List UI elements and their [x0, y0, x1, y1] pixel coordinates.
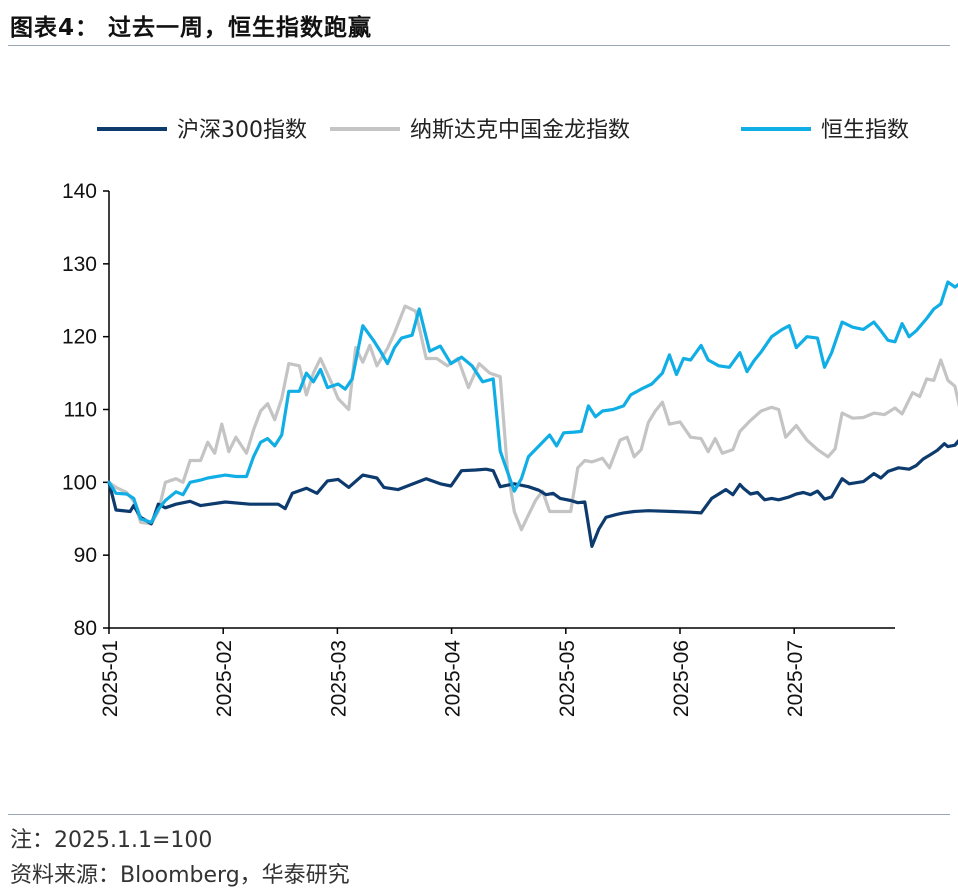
x-tick-label: 2025-06 [670, 640, 693, 717]
y-tick-label: 100 [62, 471, 97, 494]
y-axis: 140 130 120 110 100 90 80 [62, 180, 110, 640]
x-tick-label: 2025-03 [327, 640, 350, 717]
x-tick-label: 2025-04 [442, 640, 465, 717]
y-tick-label: 130 [62, 253, 97, 276]
y-tick-label: 120 [62, 326, 97, 349]
legend-label-1: 纳斯达克中国金龙指数 [410, 118, 630, 143]
chart-legend: 沪深300指数 纳斯达克中国金龙指数 恒生指数 [97, 118, 909, 143]
x-tick-label: 2025-07 [784, 640, 807, 717]
title-divider [8, 45, 950, 46]
y-tick-label: 90 [74, 544, 97, 567]
legend-label-2: 恒生指数 [821, 118, 909, 143]
series-line-1 [107, 304, 958, 532]
legend-label-0: 沪深300指数 [177, 118, 307, 143]
series-line-2 [107, 280, 958, 524]
page-title: 图表4： 过去一周，恒生指数跑赢 [10, 15, 373, 41]
x-tick-label: 2025-01 [99, 640, 122, 717]
x-axis: 2025-01 2025-02 2025-03 2025-04 2025-05 2025-… [99, 627, 895, 717]
footnote: 注：2025.1.1=100 [10, 828, 213, 853]
y-tick-label: 140 [62, 180, 97, 203]
series-line-0 [107, 439, 958, 548]
y-tick-label: 80 [74, 617, 97, 640]
line-chart: 沪深300指数 纳斯达克中国金龙指数 恒生指数 140 130 120 110 100 90 8… [62, 118, 958, 717]
y-tick-label: 110 [64, 399, 97, 422]
series-layer [107, 280, 958, 548]
x-tick-label: 2025-02 [213, 640, 236, 717]
footer-divider [8, 814, 950, 815]
x-tick-label: 2025-05 [556, 640, 579, 717]
source-note: 资料来源：Bloomberg，华泰研究 [10, 863, 350, 888]
